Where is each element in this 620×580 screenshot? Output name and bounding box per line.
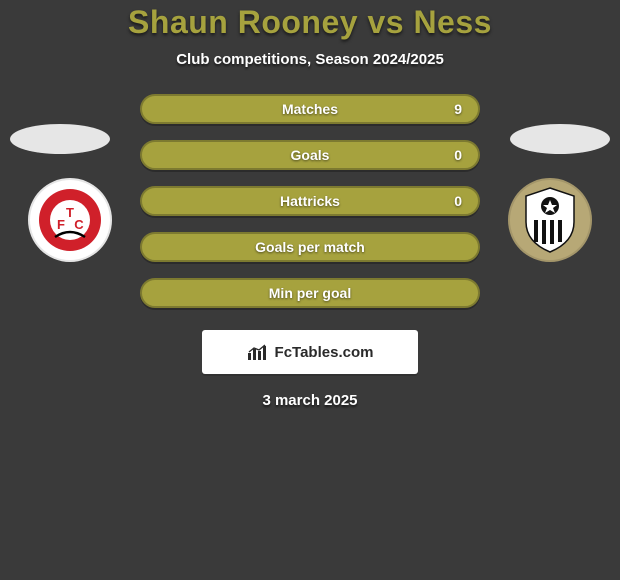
stat-row-min-per-goal: Min per goal	[140, 278, 480, 308]
svg-text:C: C	[74, 217, 84, 232]
stats-list: Matches 9 Goals 0 Hattricks 0 Goals per …	[140, 94, 480, 308]
stat-label: Goals per match	[255, 239, 365, 255]
chart-icon	[247, 343, 269, 361]
stat-row-hattricks: Hattricks 0	[140, 186, 480, 216]
right-club-badge	[500, 176, 600, 264]
stat-label: Matches	[282, 101, 338, 117]
fleetwood-logo-icon: T F C	[37, 187, 103, 253]
stat-value-right: 9	[454, 101, 462, 117]
page-title: Shaun Rooney vs Ness	[0, 4, 620, 41]
subtitle: Club competitions, Season 2024/2025	[0, 51, 620, 68]
right-club-badge-inner	[508, 178, 592, 262]
stat-value-right: 0	[454, 147, 462, 163]
left-club-badge-inner: T F C	[28, 178, 112, 262]
notts-county-logo-icon	[520, 186, 580, 254]
right-player-marker	[510, 124, 610, 154]
left-club-badge: T F C	[20, 176, 120, 264]
watermark-text: FcTables.com	[275, 344, 374, 361]
content: Shaun Rooney vs Ness Club competitions, …	[0, 0, 620, 409]
watermark: FcTables.com	[202, 330, 418, 374]
stat-label: Hattricks	[280, 193, 340, 209]
svg-text:T: T	[66, 205, 74, 220]
stat-row-matches: Matches 9	[140, 94, 480, 124]
svg-text:F: F	[57, 217, 65, 232]
date-label: 3 march 2025	[0, 392, 620, 409]
stat-row-goals-per-match: Goals per match	[140, 232, 480, 262]
stat-label: Min per goal	[269, 285, 351, 301]
stat-value-right: 0	[454, 193, 462, 209]
left-player-marker	[10, 124, 110, 154]
stat-row-goals: Goals 0	[140, 140, 480, 170]
stat-label: Goals	[291, 147, 330, 163]
